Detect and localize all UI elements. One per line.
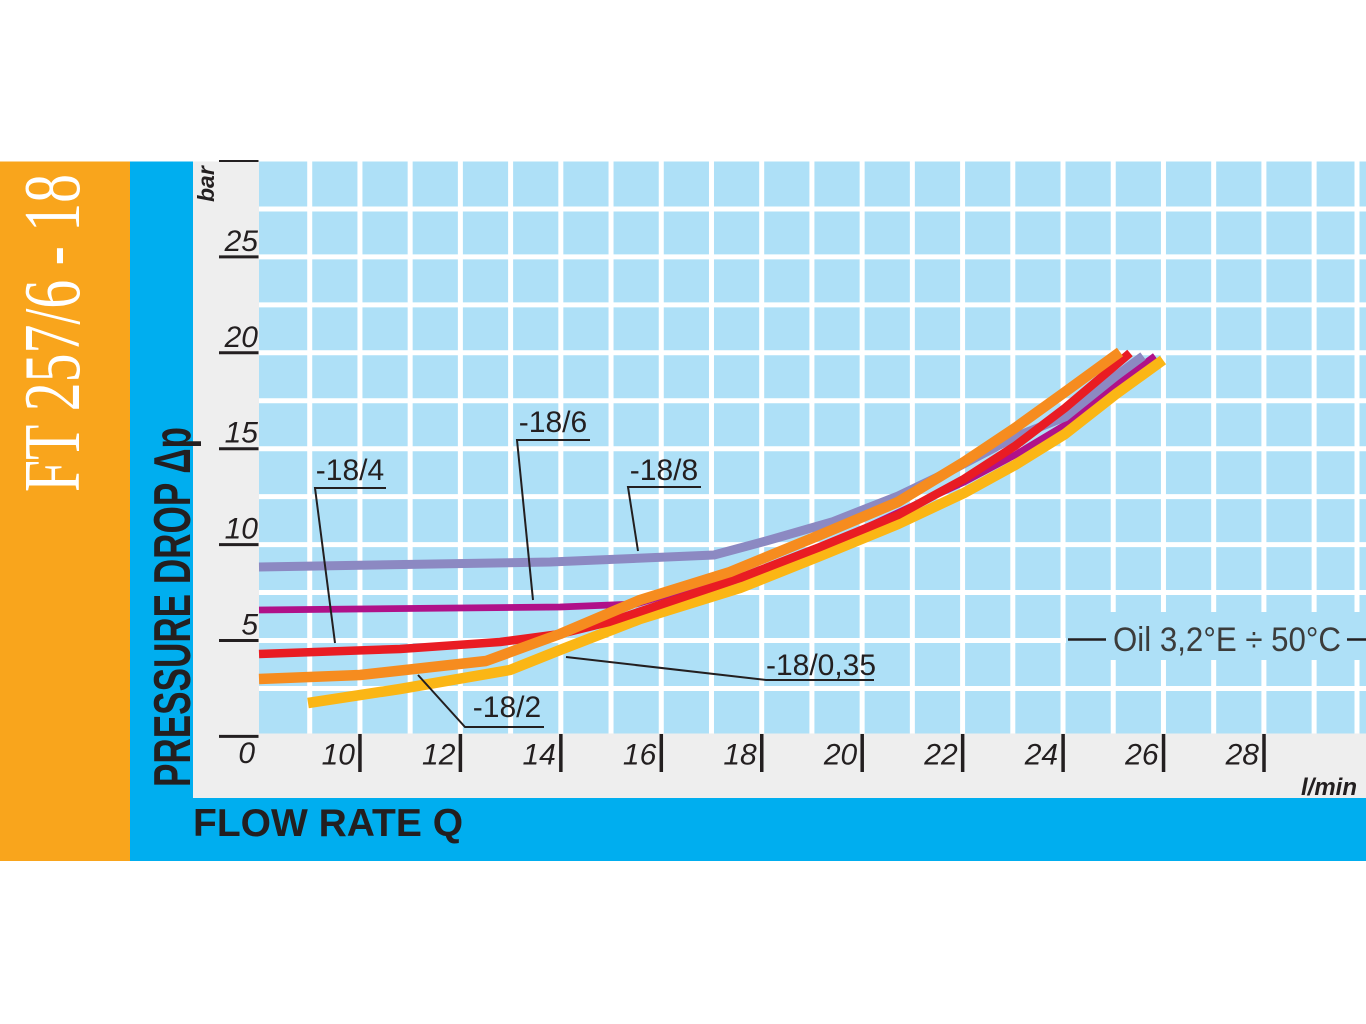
svg-text:5: 5 bbox=[241, 609, 258, 642]
svg-text:26: 26 bbox=[1124, 739, 1159, 772]
svg-text:-18/6: -18/6 bbox=[519, 406, 587, 439]
svg-text:25: 25 bbox=[224, 225, 259, 258]
svg-text:14: 14 bbox=[522, 739, 555, 772]
svg-text:l/min: l/min bbox=[1301, 774, 1357, 801]
svg-text:18: 18 bbox=[723, 739, 757, 772]
svg-text:-18/4: -18/4 bbox=[316, 454, 384, 487]
svg-text:10: 10 bbox=[225, 513, 259, 546]
svg-text:28: 28 bbox=[1225, 739, 1260, 772]
svg-text:-18/2: -18/2 bbox=[473, 691, 541, 724]
svg-text:Oil 3,2°E ÷ 50°C: Oil 3,2°E ÷ 50°C bbox=[1113, 621, 1341, 659]
svg-text:20: 20 bbox=[823, 739, 858, 772]
svg-text:15: 15 bbox=[225, 417, 259, 450]
svg-text:-18/8: -18/8 bbox=[630, 454, 698, 487]
svg-text:-18/0,35: -18/0,35 bbox=[766, 649, 876, 682]
svg-text:bar: bar bbox=[193, 165, 219, 202]
svg-text:PRESSURE DROP Δp: PRESSURE DROP Δp bbox=[144, 427, 202, 787]
svg-text:24: 24 bbox=[1024, 739, 1058, 772]
svg-text:12: 12 bbox=[422, 739, 456, 772]
svg-text:20: 20 bbox=[224, 321, 259, 354]
svg-text:16: 16 bbox=[623, 739, 657, 772]
svg-text:0: 0 bbox=[238, 737, 255, 770]
svg-text:FLOW RATE Q: FLOW RATE Q bbox=[193, 802, 463, 845]
svg-text:22: 22 bbox=[923, 739, 958, 772]
svg-text:10: 10 bbox=[322, 739, 356, 772]
svg-text:FT 257/6 - 18: FT 257/6 - 18 bbox=[9, 174, 97, 492]
